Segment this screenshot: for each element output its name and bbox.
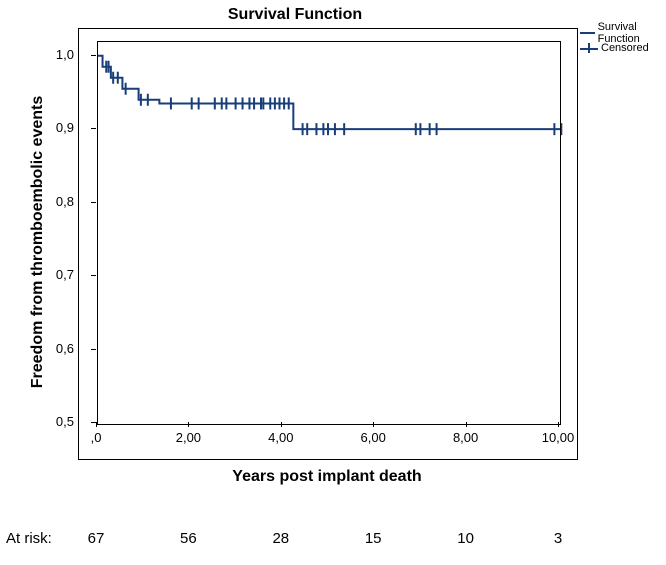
at-risk-value: 10 <box>446 530 486 547</box>
x-tick-label: 6,00 <box>353 430 393 445</box>
x-tick-mark <box>373 422 374 427</box>
at-risk-value: 3 <box>538 530 578 547</box>
y-tick-label: 0,8 <box>34 194 74 209</box>
at-risk-value: 28 <box>261 530 301 547</box>
y-tick-mark <box>91 55 96 56</box>
x-tick-label: 2,00 <box>168 430 208 445</box>
legend-censored-swatch <box>580 42 598 54</box>
x-tick-label: 8,00 <box>446 430 486 445</box>
x-tick-label: ,0 <box>76 430 116 445</box>
y-tick-label: 1,0 <box>34 47 74 62</box>
x-tick-mark <box>281 422 282 427</box>
legend-item: Survival Function <box>580 26 666 40</box>
legend-line-swatch <box>580 32 595 34</box>
x-tick-mark <box>466 422 467 427</box>
x-tick-mark <box>558 422 559 427</box>
x-tick-mark <box>188 422 189 427</box>
y-tick-label: 0,6 <box>34 341 74 356</box>
x-tick-label: 4,00 <box>261 430 301 445</box>
survival-plot-svg <box>79 29 577 459</box>
y-tick-mark <box>91 128 96 129</box>
y-tick-mark <box>91 349 96 350</box>
at-risk-label: At risk: <box>6 530 52 547</box>
x-tick-mark <box>96 422 97 427</box>
chart-container: Survival Function Freedom from thromboem… <box>0 0 666 565</box>
at-risk-value: 67 <box>76 530 116 547</box>
x-tick-label: 10,00 <box>538 430 578 445</box>
legend: Survival Function Censored <box>580 26 666 56</box>
plot-area <box>78 28 578 460</box>
y-tick-mark <box>91 202 96 203</box>
y-tick-mark <box>91 275 96 276</box>
at-risk-value: 15 <box>353 530 393 547</box>
chart-title: Survival Function <box>0 6 590 24</box>
legend-label: Censored <box>601 42 649 54</box>
at-risk-value: 56 <box>168 530 208 547</box>
y-tick-label: 0,5 <box>34 414 74 429</box>
y-tick-label: 0,7 <box>34 267 74 282</box>
survival-step-line <box>97 56 561 129</box>
y-tick-label: 0,9 <box>34 120 74 135</box>
x-axis-label: Years post implant death <box>78 468 576 486</box>
